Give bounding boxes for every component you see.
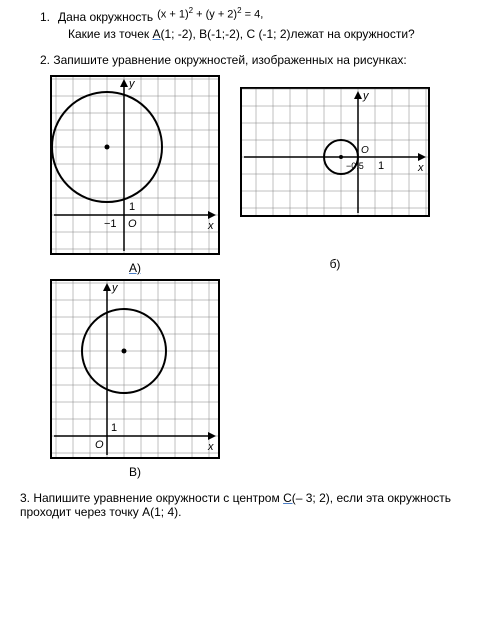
task-3-line-1: 3. Напишите уравнение окружности с центр…	[20, 491, 480, 505]
svg-text:O: O	[95, 439, 104, 451]
chart-b-label: б)	[330, 257, 341, 271]
svg-text:1: 1	[111, 422, 117, 434]
svg-text:y: y	[362, 90, 370, 102]
chart-b-column: y x O1 −0,5 б)	[240, 75, 430, 275]
task-1-number: 1.	[40, 10, 50, 24]
svg-text:y: y	[111, 282, 119, 294]
chart-a: y x O 1 −1	[50, 75, 220, 255]
svg-text:1: 1	[378, 160, 384, 172]
svg-text:x: x	[207, 220, 214, 232]
svg-text:1: 1	[129, 201, 135, 213]
task-1-equation: (x + 1)2 + (y + 2)2 = 4,	[157, 6, 263, 21]
task-1-prefix: Дана окружность	[58, 10, 153, 24]
task-3-line-2: проходит через точку А(1; 4).	[20, 505, 480, 519]
svg-text:−1: −1	[104, 218, 117, 230]
task-2-row-1: yxO1−1 А) yxO1−0,5 б)	[50, 75, 480, 275]
task-3: 3. Напишите уравнение окружности с центр…	[20, 491, 480, 519]
task-1-line-2: Какие из точек А(1; -2), В(-1;-2), С (-1…	[68, 27, 480, 41]
svg-text:O: O	[361, 145, 369, 156]
chart-v-label: В)	[129, 465, 141, 479]
svg-text:−0,5: −0,5	[346, 161, 364, 171]
svg-text:y: y	[128, 78, 136, 90]
task-2: 2. Запишите уравнение окружностей, изобр…	[20, 53, 480, 479]
task-2-row-2: y x O1 В)	[50, 279, 480, 479]
chart-a-label: А)	[129, 261, 141, 275]
task-2-text: 2. Запишите уравнение окружностей, изобр…	[40, 53, 480, 67]
task-1-line-1: 1. Дана окружность (x + 1)2 + (y + 2)2 =…	[40, 10, 480, 25]
chart-v: y x O1	[50, 279, 220, 459]
svg-text:x: x	[417, 162, 424, 174]
chart-a-column: y x O 1 −1 А)	[50, 75, 220, 275]
chart-v-column: y x O1 В)	[50, 279, 220, 479]
svg-text:O: O	[128, 218, 137, 230]
task-1: 1. Дана окружность (x + 1)2 + (y + 2)2 =…	[20, 10, 480, 41]
chart-b: y x O1 −0,5	[240, 87, 430, 217]
svg-text:x: x	[207, 441, 214, 453]
